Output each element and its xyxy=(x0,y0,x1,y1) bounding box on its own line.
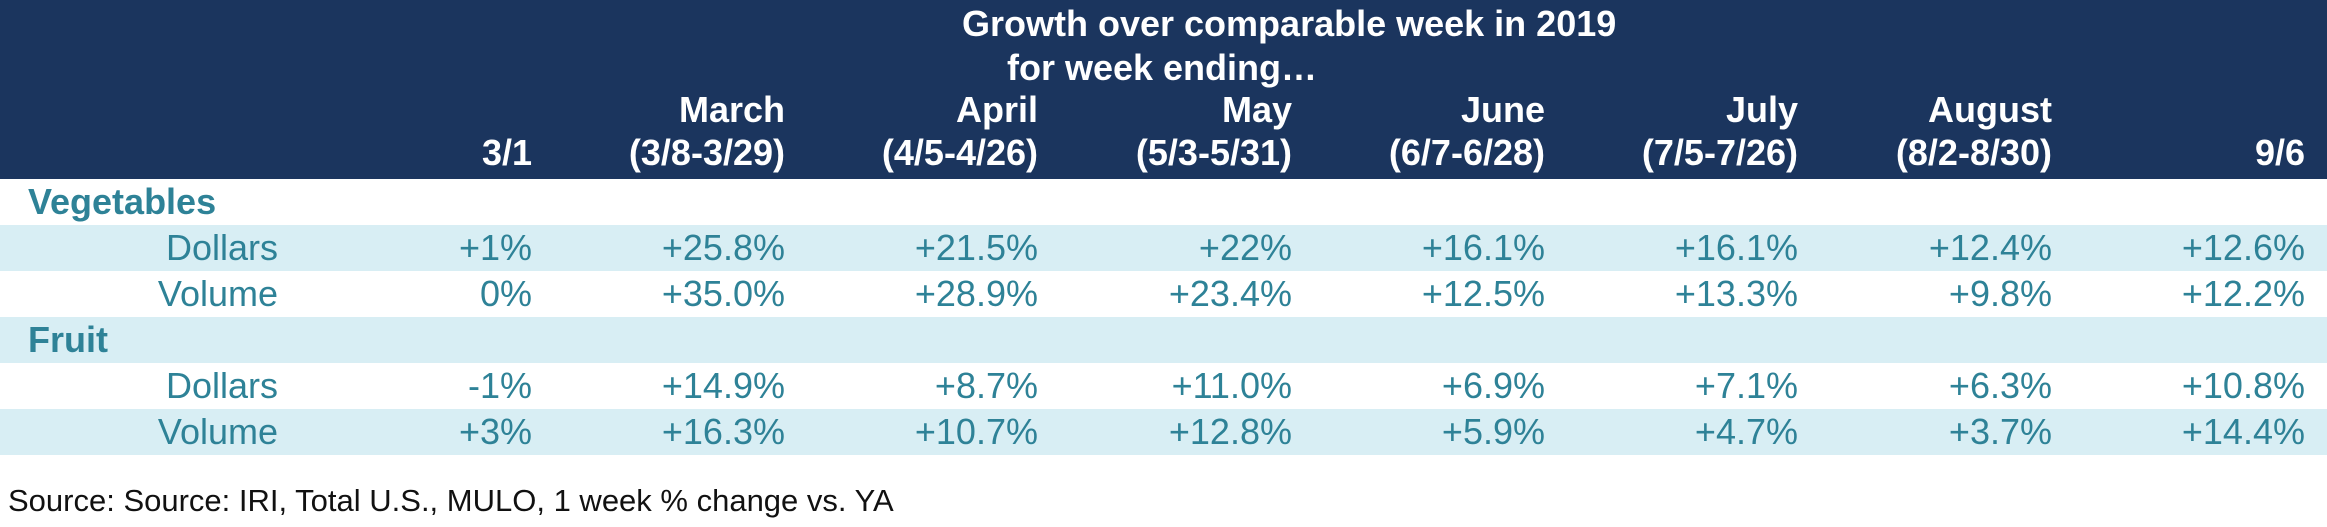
table-cell: +16.1% xyxy=(1421,227,1545,268)
column-header-range: 3/1 xyxy=(481,132,532,173)
column-header: June (6/7-6/28) xyxy=(0,88,1545,174)
column-header-month: June xyxy=(1460,89,1545,130)
table-cell: +12.2% xyxy=(2181,273,2305,314)
column-header-month xyxy=(0,88,2305,131)
column-header: May (5/3-5/31) xyxy=(0,88,1292,174)
column-header-range: (5/3-5/31) xyxy=(1135,132,1292,173)
table-cell: +12.6% xyxy=(2181,227,2305,268)
table-cell: +5.9% xyxy=(1441,411,1545,452)
table-cell: -1% xyxy=(467,365,532,406)
table-cell: +12.8% xyxy=(1168,411,1292,452)
table-cell: +16.1% xyxy=(1674,227,1798,268)
table-cell: +6.3% xyxy=(1948,365,2052,406)
column-header-range: (7/5-7/26) xyxy=(1641,132,1798,173)
column-header-month: May xyxy=(1221,89,1292,130)
column-header-month: August xyxy=(1928,89,2052,130)
table-cell: +1% xyxy=(458,227,532,268)
column-header: August (8/2-8/30) xyxy=(0,88,2052,174)
column-header-month: April xyxy=(955,89,1038,130)
column-header-range: 9/6 xyxy=(2254,132,2305,173)
group-row: Fruit xyxy=(0,317,2327,363)
table-row: Volume 0% +35.0% +28.9% +23.4% +12.5% +13.3% +9… xyxy=(0,271,2327,317)
table-cell: +25.8% xyxy=(661,227,785,268)
group-label: Vegetables xyxy=(28,181,217,222)
column-header-range: (8/2-8/30) xyxy=(1895,132,2052,173)
table-cell: +10.7% xyxy=(914,411,1038,452)
table-cell: +14.4% xyxy=(2181,411,2305,452)
column-header-month: March xyxy=(678,89,785,130)
table-cell: +8.7% xyxy=(934,365,1038,406)
column-header: April (4/5-4/26) xyxy=(0,88,1038,174)
table-cell: +4.7% xyxy=(1694,411,1798,452)
table-cell: +35.0% xyxy=(661,273,785,314)
table-row: Dollars -1% +14.9% +8.7% +11.0% +6.9% +7.1% +6.… xyxy=(0,363,2327,409)
metric-label: Volume xyxy=(157,411,278,452)
column-header: July (7/5-7/26) xyxy=(0,88,1798,174)
column-header-range: (3/8-3/29) xyxy=(628,132,785,173)
column-header-range: (4/5-4/26) xyxy=(881,132,1038,173)
table-cell: +11.0% xyxy=(1171,365,1292,406)
table-cell: +3.7% xyxy=(1948,411,2052,452)
table-cell: +13.3% xyxy=(1674,273,1798,314)
table-cell: +9.8% xyxy=(1948,273,2052,314)
group-row: Vegetables xyxy=(0,179,2327,225)
column-header: 9/6 xyxy=(0,88,2305,174)
column-header-range: (6/7-6/28) xyxy=(1388,132,1545,173)
source-note: Source: Source: IRI, Total U.S., MULO, 1… xyxy=(8,483,894,518)
table-row: Dollars +1% +25.8% +21.5% +22% +16.1% +16.1% +1… xyxy=(0,225,2327,271)
table-cell: +28.9% xyxy=(914,273,1038,314)
group-label: Fruit xyxy=(28,319,108,360)
table-header: Growth over comparable week in 2019 for … xyxy=(0,0,2327,179)
table-cell: +12.4% xyxy=(1928,227,2052,268)
metric-label: Volume xyxy=(157,273,278,314)
column-header: March (3/8-3/29) xyxy=(0,88,785,174)
table-title-line-2: for week ending… xyxy=(1006,47,1318,88)
table-row: Volume +3% +16.3% +10.7% +12.8% +5.9% +4.7% +3.… xyxy=(0,409,2327,455)
column-header: 3/1 xyxy=(0,88,532,174)
metric-label: Dollars xyxy=(165,227,278,268)
table-cell: +22% xyxy=(1198,227,1292,268)
table-cell: +12.5% xyxy=(1421,273,1545,314)
metric-label: Dollars xyxy=(165,365,278,406)
column-header-month: July xyxy=(1725,89,1798,130)
table-cell: +3% xyxy=(458,411,532,452)
table-cell: +6.9% xyxy=(1441,365,1545,406)
table-cell: +23.4% xyxy=(1168,273,1292,314)
table-cell: +7.1% xyxy=(1694,365,1798,406)
table-cell: +10.8% xyxy=(2181,365,2305,406)
table-cell: +14.9% xyxy=(661,365,785,406)
table-cell: +21.5% xyxy=(914,227,1038,268)
table-cell: 0% xyxy=(479,273,532,314)
table-cell: +16.3% xyxy=(661,411,785,452)
table-title-line-1: Growth over comparable week in 2019 xyxy=(962,3,1617,44)
